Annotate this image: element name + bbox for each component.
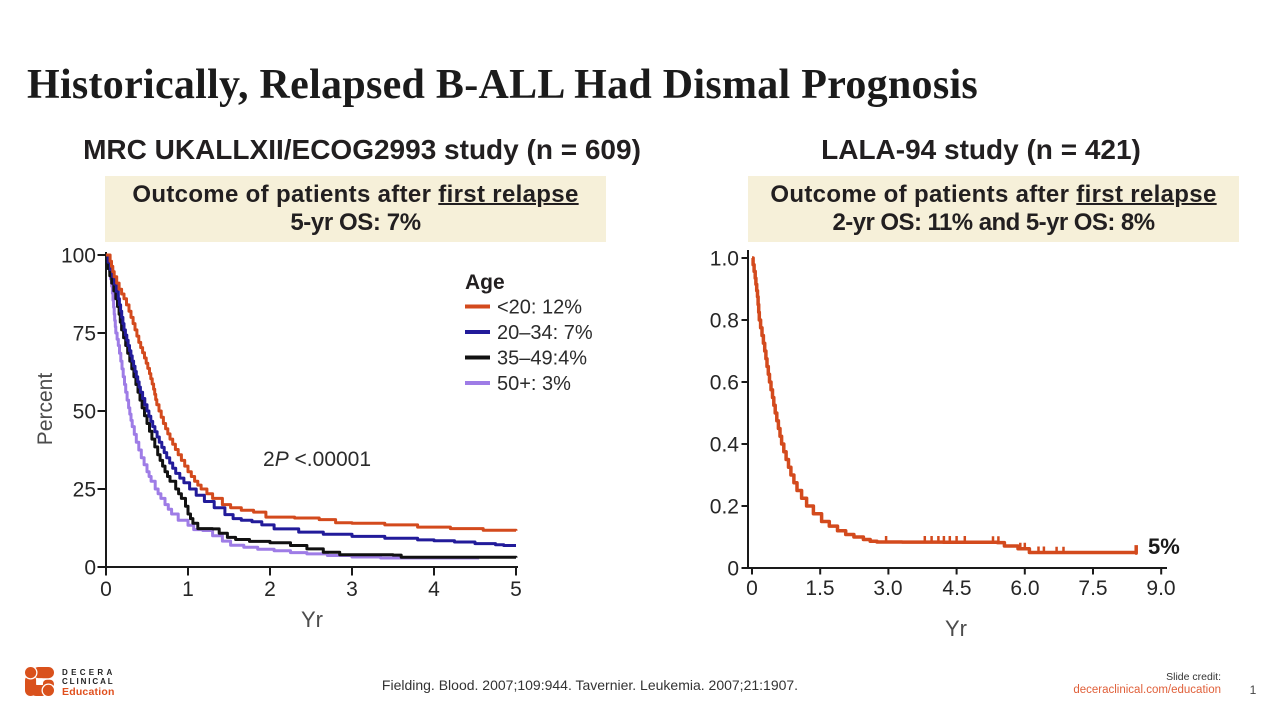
svg-text:20–34: 7%: 20–34: 7% — [497, 322, 593, 344]
svg-text:Percent: Percent — [34, 373, 57, 446]
svg-text:0: 0 — [727, 558, 739, 581]
svg-text:5: 5 — [510, 578, 522, 601]
svg-text:9.0: 9.0 — [1146, 577, 1175, 600]
svg-text:0: 0 — [746, 577, 758, 600]
svg-text:0.2: 0.2 — [710, 496, 739, 519]
svg-text:3: 3 — [346, 578, 358, 601]
svg-text:6.0: 6.0 — [1010, 577, 1039, 600]
svg-text:Yr: Yr — [945, 616, 967, 641]
svg-text:1: 1 — [182, 578, 194, 601]
svg-text:4: 4 — [428, 578, 440, 601]
svg-text:75: 75 — [73, 323, 96, 346]
svg-text:50: 50 — [73, 401, 96, 424]
svg-text:25: 25 — [73, 479, 96, 502]
svg-text:0: 0 — [84, 557, 96, 580]
svg-text:4.5: 4.5 — [942, 577, 971, 600]
svg-text:<20: 12%: <20: 12% — [497, 297, 582, 319]
svg-text:2P <.00001: 2P <.00001 — [263, 448, 371, 471]
svg-text:0.6: 0.6 — [710, 372, 739, 395]
svg-text:0: 0 — [100, 578, 112, 601]
svg-text:1.0: 1.0 — [710, 248, 739, 271]
svg-text:1.5: 1.5 — [805, 577, 834, 600]
svg-text:0.8: 0.8 — [710, 310, 739, 333]
svg-text:Age: Age — [465, 271, 505, 294]
svg-text:100: 100 — [61, 245, 96, 268]
svg-text:2: 2 — [264, 578, 276, 601]
svg-text:0.4: 0.4 — [710, 434, 740, 457]
svg-text:35–49:4%: 35–49:4% — [497, 348, 587, 370]
svg-text:50+: 3%: 50+: 3% — [497, 373, 571, 395]
svg-text:7.5: 7.5 — [1078, 577, 1107, 600]
svg-text:3.0: 3.0 — [873, 577, 902, 600]
svg-text:Yr: Yr — [301, 607, 323, 632]
svg-text:5%: 5% — [1148, 534, 1180, 559]
